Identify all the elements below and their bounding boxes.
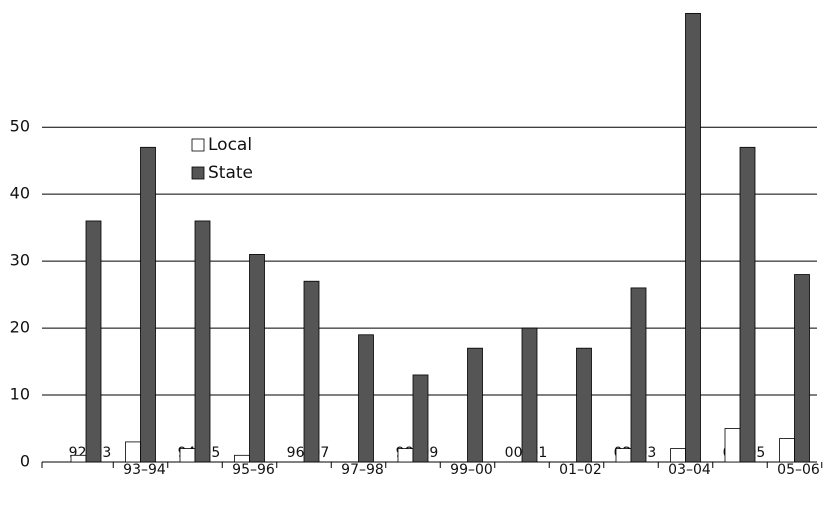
bar — [125, 441, 141, 463]
x-tick-label: 95–96 — [232, 462, 275, 478]
bar — [739, 146, 756, 463]
bar — [615, 448, 632, 463]
bar — [358, 334, 374, 463]
x-tick-label: 93–94 — [123, 462, 166, 478]
y-tick-label: 40 — [10, 184, 30, 203]
legend-label: Local — [208, 135, 252, 155]
bar — [397, 448, 414, 463]
x-tick-label: 01–02 — [559, 462, 602, 478]
legend-swatch — [191, 166, 205, 180]
bar — [467, 347, 483, 463]
y-tick-label: 50 — [10, 117, 30, 136]
x-tick-label: 97–98 — [341, 462, 384, 478]
bar — [140, 146, 156, 463]
bar — [779, 438, 795, 463]
bar — [194, 220, 211, 463]
bar — [85, 220, 102, 463]
y-tick-label: 0 — [20, 452, 30, 471]
legend-swatch — [191, 138, 205, 152]
bar — [303, 280, 320, 463]
bar — [521, 327, 538, 463]
bar — [670, 448, 686, 463]
x-tick-label: 05–06 — [777, 462, 820, 478]
bar — [685, 12, 701, 463]
x-tick-label: 99–00 — [450, 462, 493, 478]
bar — [576, 347, 592, 463]
bar — [794, 274, 810, 463]
bar — [234, 454, 250, 463]
y-tick-label: 10 — [10, 385, 30, 404]
bar — [179, 448, 196, 463]
legend-label: State — [208, 163, 253, 183]
bar — [724, 428, 741, 463]
y-tick-label: 30 — [10, 251, 30, 270]
bar — [630, 287, 647, 463]
y-tick-label: 20 — [10, 318, 30, 337]
x-tick-label: 03–04 — [668, 462, 711, 478]
bar — [249, 254, 265, 463]
bar — [412, 374, 429, 463]
bar — [70, 454, 87, 463]
